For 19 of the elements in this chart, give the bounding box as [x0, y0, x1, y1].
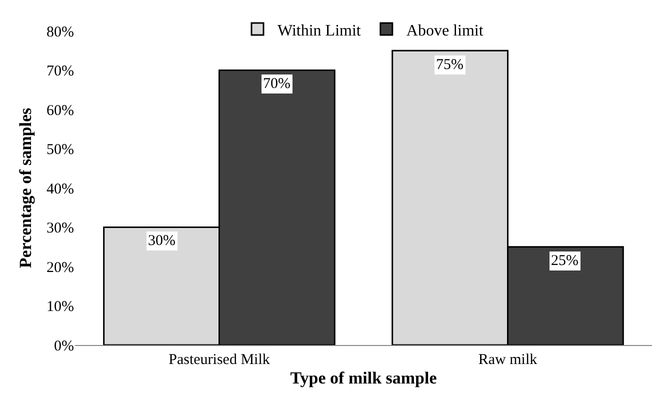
y-tick-label: 50% — [46, 142, 74, 158]
y-tick-label: 30% — [46, 220, 74, 236]
x-tick-label: Pasteurised Milk — [168, 352, 270, 368]
y-tick-label: 0% — [54, 338, 74, 354]
data-label: 70% — [263, 76, 290, 92]
y-tick-label: 40% — [46, 181, 74, 198]
x-tick-label: Raw milk — [478, 352, 538, 368]
legend-label: Within Limit — [278, 22, 362, 40]
y-tick-label: 10% — [46, 299, 74, 315]
y-tick-label: 20% — [46, 260, 74, 276]
legend-label: Above limit — [406, 22, 484, 40]
y-tick-label: 80% — [46, 24, 74, 40]
y-axis-title: Percentage of samples — [16, 108, 35, 268]
data-label: 75% — [436, 57, 464, 73]
y-tick-label: 60% — [46, 102, 74, 119]
x-axis-title: Type of milk sample — [290, 368, 438, 388]
data-label: 25% — [551, 253, 578, 269]
y-tick-label: 70% — [46, 64, 74, 80]
data-label: 30% — [148, 233, 176, 249]
